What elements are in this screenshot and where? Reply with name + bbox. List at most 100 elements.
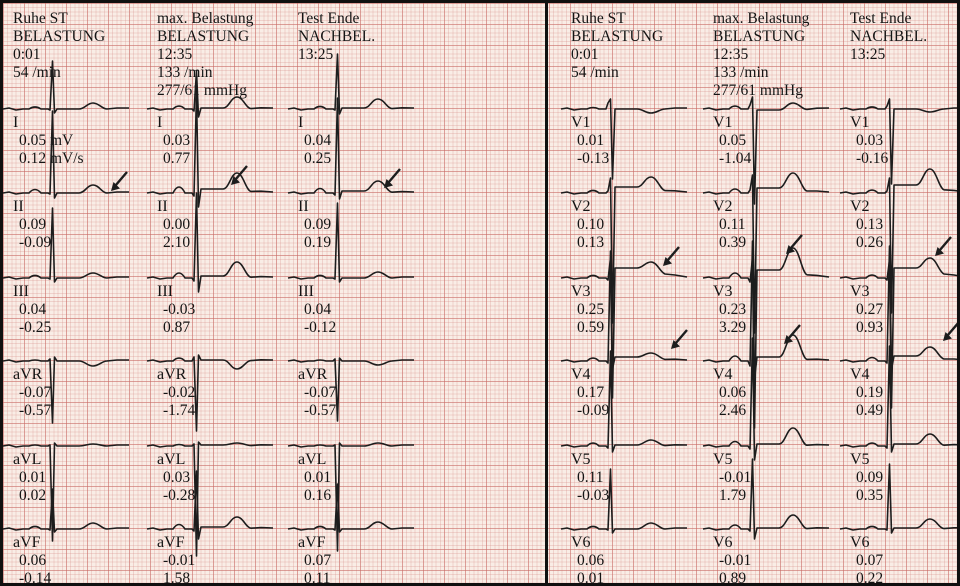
column-header-line: 54 /min — [571, 64, 619, 81]
st-level-value: 0.01 — [304, 469, 332, 486]
panel-divider — [545, 3, 548, 583]
st-slope-value: 0.12 mV/s — [19, 149, 84, 167]
lead-label: V2 — [571, 198, 591, 215]
st-slope-value: -0.25 — [19, 318, 52, 336]
lead-label: II — [157, 198, 168, 215]
column-header-line: NACHBEL. — [850, 28, 928, 45]
st-level-value: -0.01 — [719, 469, 752, 486]
st-level-value: 0.13 — [856, 216, 884, 233]
lead-label: II — [298, 198, 309, 215]
st-level-value: 0.04 — [19, 301, 47, 318]
lead-label: I — [298, 114, 304, 131]
st-slope-value: 0.59 — [577, 318, 605, 336]
column-header: max. Belastung BELASTUNG 12:35 133 /min 277/… — [713, 10, 809, 100]
column-header-line: 277/61 mmHg — [713, 82, 803, 99]
st-slope-value: -0.12 — [304, 318, 337, 336]
column-header-line: 0:01 — [571, 46, 599, 63]
st-slope-value: 0.19 — [304, 233, 332, 251]
st-slope-value: -0.09 — [19, 233, 52, 251]
st-slope-value: 1.58 — [163, 569, 191, 586]
ecg-column: max. Belastung BELASTUNG 12:35 133 /min 277/… — [146, 3, 295, 586]
st-slope-value: 0.87 — [163, 318, 191, 336]
lead-label: aVR — [13, 366, 43, 383]
column-header-line: 0:01 — [13, 46, 41, 63]
annotation-arrow-icon — [789, 234, 803, 250]
st-level-value: 0.05 mV — [19, 132, 74, 149]
lead-label: aVR — [157, 366, 187, 383]
column-header-line: Ruhe ST — [571, 10, 626, 27]
lead-label: III — [13, 283, 29, 300]
st-level-value: 0.01 — [19, 469, 47, 486]
column-header-line: BELASTUNG — [13, 28, 106, 45]
lead-label: V5 — [850, 451, 870, 468]
st-level-value: 0.06 — [577, 552, 605, 569]
st-level-value: 0.03 — [856, 132, 884, 149]
ecg-column: Ruhe ST BELASTUNG 0:01 54 /min I 0.05 mV 0.12 … — [3, 3, 151, 583]
lead-label: V3 — [713, 283, 733, 300]
lead-label: III — [157, 283, 173, 300]
annotation-arrow-icon — [231, 176, 240, 185]
column-header: Test Ende NACHBEL. 13:25 — [298, 10, 375, 64]
column-header-line: 133 /min — [157, 64, 213, 81]
annotation-arrow-icon — [943, 332, 952, 341]
column-header-line: 12:35 — [157, 46, 193, 63]
st-level-value: 0.27 — [856, 301, 884, 318]
st-slope-value: -1.04 — [719, 149, 752, 167]
column-header-line: 54 /min — [13, 64, 61, 81]
column-header-line: BELASTUNG — [713, 28, 806, 45]
st-level-value: 0.10 — [577, 216, 605, 233]
lead-label: V4 — [571, 366, 591, 383]
st-slope-value: 2.10 — [163, 233, 191, 251]
st-level-value: 0.07 — [856, 552, 884, 569]
st-slope-value: 0.35 — [856, 486, 884, 504]
st-level-value: 0.04 — [304, 132, 332, 149]
st-level-value: -0.01 — [719, 552, 752, 569]
column-header-line: BELASTUNG — [157, 28, 250, 45]
annotation-arrow-icon — [787, 324, 801, 340]
annotation-arrow-icon — [674, 329, 688, 345]
st-level-value: 0.04 — [304, 301, 332, 318]
column-header-line: Test Ende — [298, 10, 360, 27]
lead-label: V4 — [713, 366, 733, 383]
column-header-line: 13:25 — [850, 46, 886, 63]
lead-label: V6 — [713, 534, 733, 551]
column-header: Ruhe ST BELASTUNG 0:01 54 /min — [571, 10, 663, 82]
st-slope-value: 0.93 — [856, 318, 884, 336]
st-slope-value: -0.57 — [304, 401, 337, 419]
lead-label: V4 — [850, 366, 870, 383]
annotation-arrow-icon — [784, 335, 793, 344]
st-slope-value: -0.16 — [856, 149, 889, 167]
column-header-line: 277/61 mmHg — [157, 82, 247, 99]
st-level-value: 0.07 — [304, 552, 332, 569]
ecg-column: max. Belastung BELASTUNG 12:35 133 /min 277/… — [702, 3, 851, 586]
lead-label: aVF — [13, 534, 41, 551]
st-level-value: 0.23 — [719, 301, 747, 318]
lead-label: aVF — [298, 534, 326, 551]
st-slope-value: 0.16 — [304, 486, 332, 504]
lead-label: I — [157, 114, 163, 131]
lead-label: aVR — [298, 366, 328, 383]
column-header-line: Ruhe ST — [13, 10, 68, 27]
annotation-arrow-icon — [938, 236, 952, 252]
ecg-column: Ruhe ST BELASTUNG 0:01 54 /min V1 0.01 -0.13 V2… — [560, 3, 709, 583]
st-slope-value: 2.46 — [719, 401, 747, 419]
st-slope-value: 0.89 — [719, 569, 747, 586]
st-level-value: 0.11 — [719, 216, 746, 233]
lead-label: III — [298, 283, 314, 300]
column-header-line: NACHBEL. — [298, 28, 376, 45]
annotation-arrow-icon — [663, 257, 672, 266]
column-header-line: BELASTUNG — [571, 28, 664, 45]
annotation-arrow-icon — [114, 171, 128, 187]
lead-label: aVL — [13, 451, 42, 468]
lead-label: V1 — [571, 114, 591, 131]
annotation-arrow-icon — [666, 246, 680, 262]
column-header-line: 13:25 — [298, 46, 334, 63]
st-slope-value: 0.13 — [577, 233, 605, 251]
annotation-arrow-icon — [935, 247, 944, 256]
st-level-value: 0.09 — [19, 216, 47, 233]
lead-label: aVF — [157, 534, 185, 551]
st-level-value: -0.07 — [304, 384, 337, 401]
st-slope-value: -0.09 — [577, 401, 610, 419]
st-level-value: -0.03 — [163, 301, 196, 318]
st-level-value: -0.01 — [163, 552, 196, 569]
